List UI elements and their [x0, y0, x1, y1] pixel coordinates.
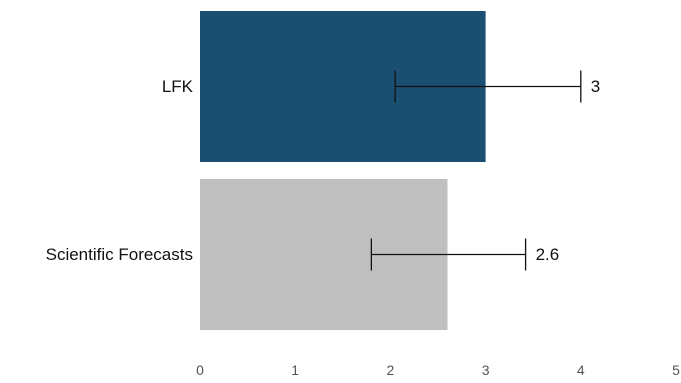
error-bar-lfk	[394, 70, 582, 103]
x-tick-label-4: 4	[577, 362, 585, 378]
category-label-lfk: LFK	[162, 77, 194, 96]
x-tick-label-5: 5	[672, 362, 680, 378]
value-label-lfk: 3	[591, 77, 600, 96]
x-tick-label-3: 3	[482, 362, 490, 378]
error-bar-scientific-forecasts	[370, 238, 527, 271]
x-tick-label-1: 1	[291, 362, 299, 378]
x-axis-ticks: 0 1 2 3 4 5	[196, 362, 680, 378]
value-label-scientific-forecasts: 2.6	[536, 245, 560, 264]
labels-layer: LFK 3 Scientific Forecasts 2.6	[46, 77, 601, 264]
category-label-scientific-forecasts: Scientific Forecasts	[46, 245, 193, 264]
error-bars-layer	[370, 70, 582, 271]
bars-layer	[200, 11, 486, 330]
x-tick-label-2: 2	[387, 362, 395, 378]
x-tick-label-0: 0	[196, 362, 204, 378]
